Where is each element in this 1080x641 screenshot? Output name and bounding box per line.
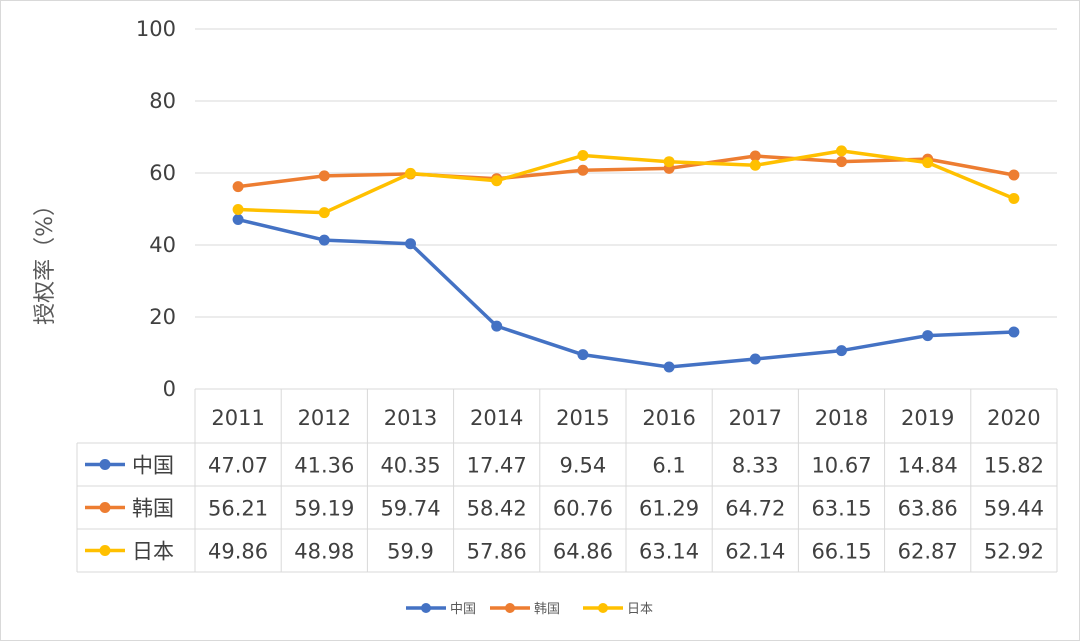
- data-point: [318, 207, 330, 219]
- series-line-1: [236, 217, 1016, 369]
- data-point: [232, 181, 244, 193]
- table-series-name: 韩国: [132, 497, 174, 521]
- table-legend-key-marker: [99, 545, 111, 556]
- table-value-cell: 60.76: [553, 497, 613, 521]
- data-point: [491, 320, 503, 332]
- x-category-label: 2019: [901, 406, 954, 430]
- y-tick-label: 60: [149, 161, 176, 185]
- series-line-2: [236, 154, 1016, 189]
- table-value-cell: 41.36: [294, 454, 354, 478]
- x-category-label: 2017: [729, 406, 782, 430]
- table-value-cell: 49.86: [208, 540, 268, 564]
- data-point: [836, 345, 847, 357]
- y-tick-label: 0: [163, 377, 176, 401]
- x-category-label: 2014: [470, 406, 523, 430]
- data-point: [577, 349, 589, 361]
- table-value-cell: 66.15: [811, 540, 871, 564]
- data-point: [405, 167, 416, 179]
- data-point: [577, 164, 589, 176]
- data-point: [491, 175, 503, 187]
- y-tick-label: 40: [149, 233, 176, 257]
- x-category-label: 2015: [556, 406, 609, 430]
- x-category-label: 2012: [298, 406, 351, 430]
- table-value-cell: 14.84: [898, 454, 958, 478]
- data-point: [922, 330, 934, 342]
- data-point: [663, 156, 675, 168]
- table-value-cell: 48.98: [294, 540, 354, 564]
- table-value-cell: 58.42: [467, 497, 527, 521]
- table-value-cell: 6.1: [652, 454, 685, 478]
- x-category-label: 2011: [211, 406, 264, 430]
- series-line-3: [236, 149, 1016, 215]
- y-tick-label: 100: [136, 17, 176, 41]
- table-value-cell: 64.72: [725, 497, 785, 521]
- data-point: [922, 157, 934, 169]
- data-point: [318, 234, 330, 246]
- y-tick-label: 80: [149, 89, 176, 113]
- table-value-cell: 40.35: [380, 454, 440, 478]
- legend-key-marker[interactable]: [505, 603, 515, 613]
- legend-key-marker[interactable]: [598, 603, 608, 613]
- table-value-cell: 63.86: [898, 497, 958, 521]
- table-value-cell: 9.54: [560, 454, 607, 478]
- table-series-name: 日本: [132, 540, 174, 564]
- x-category-label: 2020: [987, 406, 1040, 430]
- data-point: [1008, 326, 1020, 338]
- data-point: [232, 214, 244, 226]
- data-point: [1008, 169, 1020, 181]
- legend-entry-label[interactable]: 日本: [627, 602, 653, 617]
- data-point: [836, 145, 847, 157]
- data-point: [836, 156, 847, 168]
- table-value-cell: 61.29: [639, 497, 699, 521]
- data-point: [1008, 192, 1020, 204]
- y-tick-label: 20: [149, 305, 176, 329]
- data-point: [663, 361, 675, 373]
- data-point: [749, 159, 761, 171]
- table-value-cell: 64.86: [553, 540, 613, 564]
- table-value-cell: 63.14: [639, 540, 699, 564]
- y-axis-title: 授权率（%）: [33, 194, 58, 325]
- table-value-cell: 17.47: [467, 454, 527, 478]
- table-value-cell: 15.82: [984, 454, 1044, 478]
- table-legend-key-marker: [99, 502, 111, 513]
- data-point: [749, 150, 761, 162]
- legend-entry-label[interactable]: 韩国: [534, 602, 560, 617]
- x-category-label: 2016: [642, 406, 695, 430]
- data-point: [749, 353, 761, 365]
- table-series-name: 中国: [132, 454, 174, 478]
- x-category-label: 2013: [384, 406, 437, 430]
- table-value-cell: 56.21: [208, 497, 268, 521]
- table-value-cell: 62.87: [898, 540, 958, 564]
- table-value-cell: 63.15: [811, 497, 871, 521]
- data-point: [577, 150, 589, 162]
- table-value-cell: 47.07: [208, 454, 268, 478]
- x-category-label: 2018: [815, 406, 868, 430]
- table-legend-key-marker: [99, 459, 111, 470]
- table-value-cell: 59.9: [387, 540, 434, 564]
- table-value-cell: 10.67: [811, 454, 871, 478]
- table-value-cell: 52.92: [984, 540, 1044, 564]
- data-point: [405, 238, 416, 250]
- data-point: [232, 204, 244, 216]
- table-value-cell: 59.74: [380, 497, 440, 521]
- table-value-cell: 8.33: [732, 454, 779, 478]
- table-value-cell: 59.19: [294, 497, 354, 521]
- legend-entry-label[interactable]: 中国: [450, 602, 476, 617]
- table-value-cell: 57.86: [467, 540, 527, 564]
- legend-key-marker[interactable]: [421, 603, 431, 613]
- table-value-cell: 59.44: [984, 497, 1044, 521]
- data-point: [318, 170, 330, 182]
- table-value-cell: 62.14: [725, 540, 785, 564]
